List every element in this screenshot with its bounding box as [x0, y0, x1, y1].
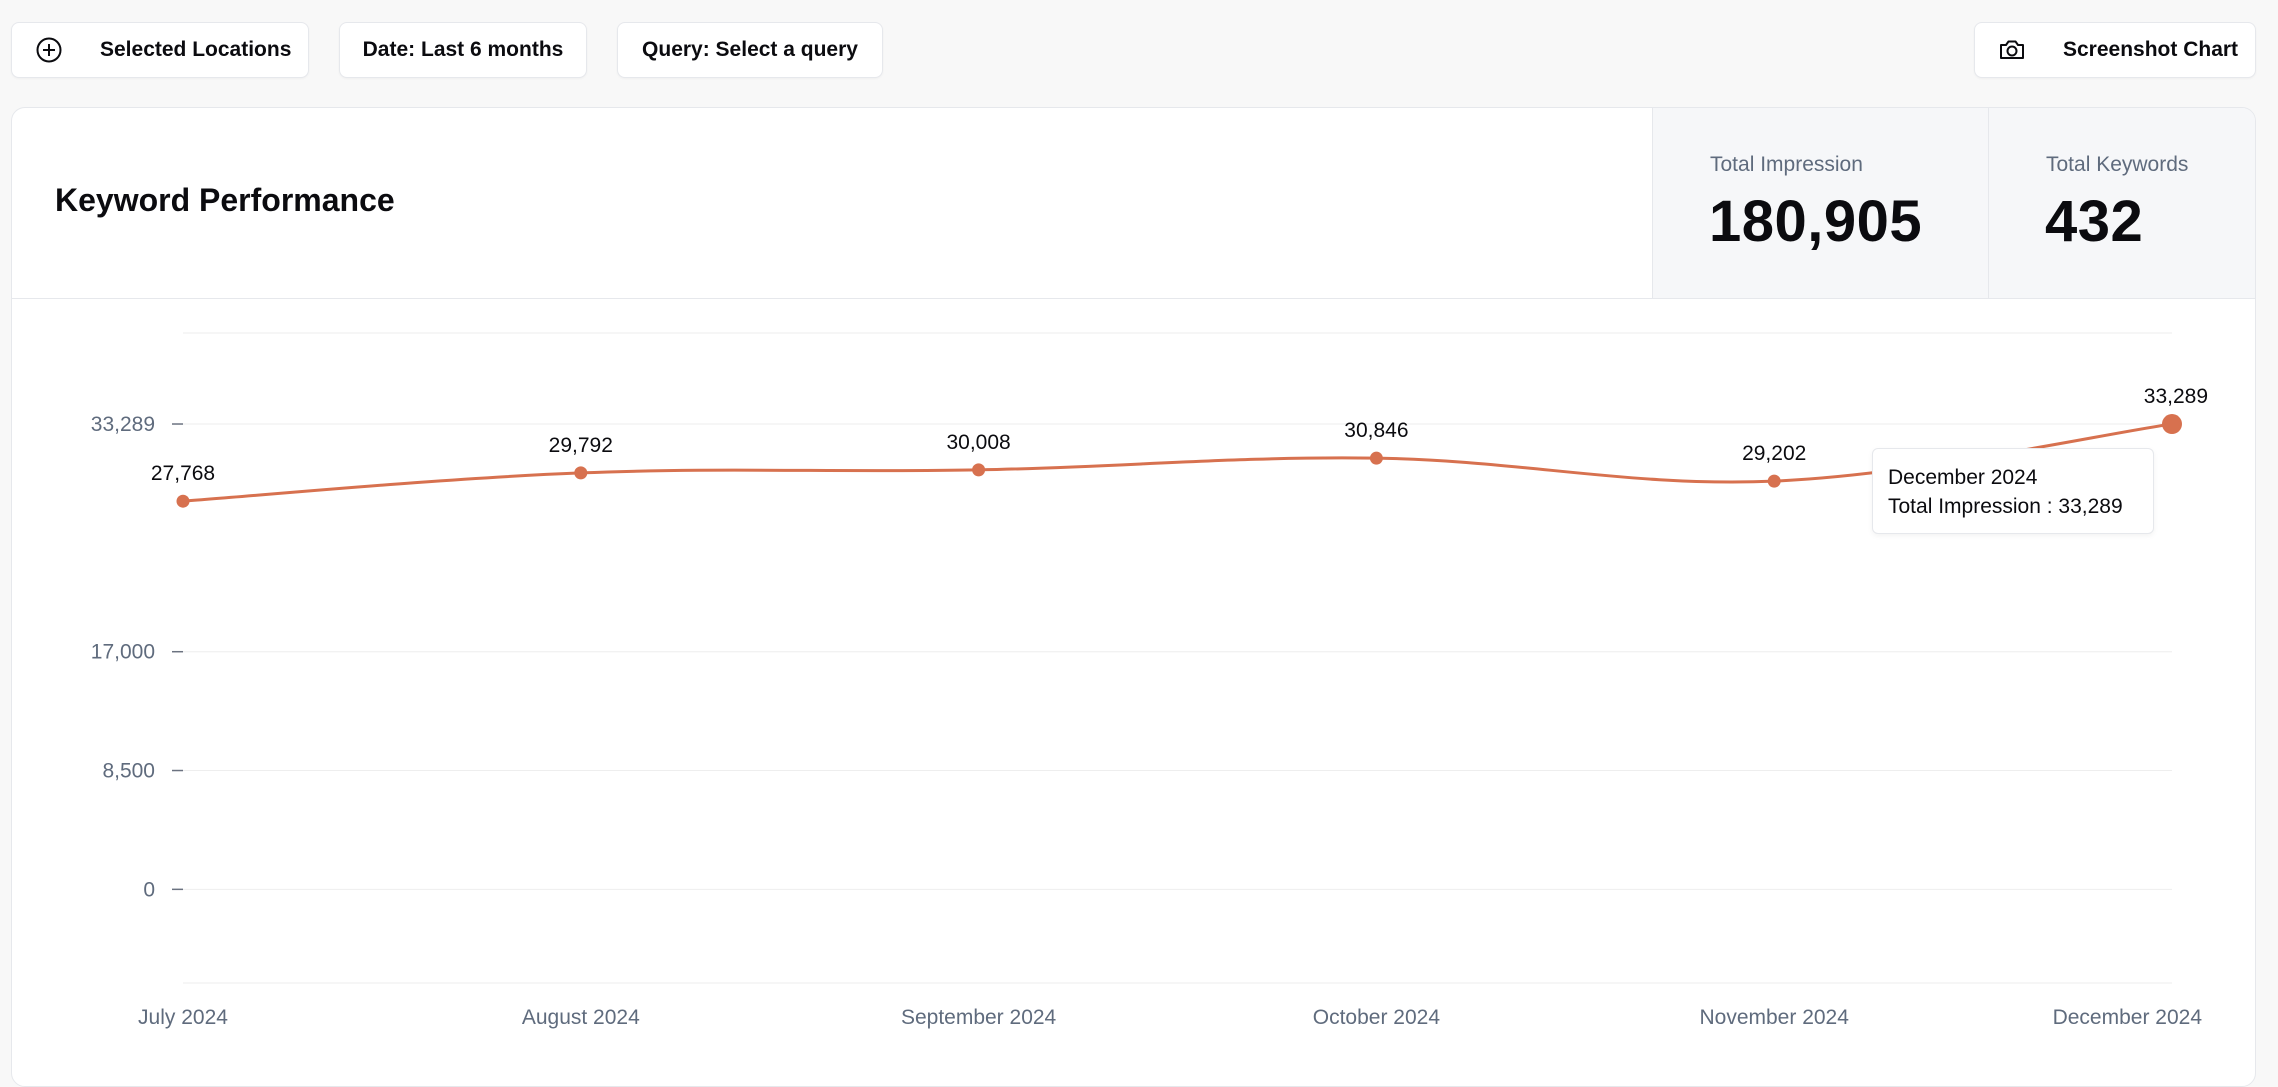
chart-tooltip: December 2024 Total Impression : 33,289	[1872, 448, 2154, 534]
data-label: 29,792	[549, 434, 613, 457]
tooltip-title: December 2024	[1888, 466, 2038, 489]
tooltip-value: 33,289	[2058, 495, 2123, 518]
data-label: 29,202	[1742, 442, 1806, 465]
total-impression-label: Total Impression	[1710, 153, 1863, 176]
plus-circle-icon	[34, 35, 64, 65]
data-label: 27,768	[151, 462, 215, 485]
card-title: Keyword Performance	[55, 182, 395, 218]
total-keywords-value: 432	[2045, 189, 2144, 254]
x-tick-label: September 2024	[901, 1006, 1057, 1029]
tooltip-value-row: Total Impression : 33,289	[1888, 495, 2123, 518]
total-keywords-label: Total Keywords	[2046, 153, 2189, 176]
total-impression-value: 180,905	[1709, 189, 1923, 254]
series-line	[182, 422, 2173, 503]
data-point	[1767, 474, 1781, 488]
query-select-label: Query: Select a query	[642, 38, 858, 61]
x-tick-label: November 2024	[1699, 1006, 1849, 1029]
data-point	[1369, 451, 1383, 465]
y-tick-label: 17,000	[91, 641, 155, 664]
total-impression-stat: Total Impression 180,905	[1652, 108, 1988, 298]
date-filter-label: Date: Last 6 months	[362, 38, 564, 61]
y-tick-label: 0	[143, 878, 155, 901]
selected-locations-button[interactable]: Selected Locations	[11, 22, 309, 78]
x-tick-label: December 2024	[2053, 1006, 2203, 1029]
data-label: 30,846	[1344, 419, 1408, 442]
query-select-button[interactable]: Query: Select a query	[617, 22, 883, 78]
data-label: 33,289	[2144, 385, 2208, 408]
total-keywords-stat: Total Keywords 432	[1988, 108, 2255, 298]
y-tick-label: 8,500	[102, 760, 155, 783]
card-header: Keyword Performance Total Impression 180…	[12, 108, 2255, 299]
keyword-performance-card: Keyword Performance Total Impression 180…	[11, 107, 2256, 1087]
camera-icon	[1997, 35, 2027, 65]
x-tick-label: August 2024	[522, 1006, 640, 1029]
data-point	[972, 463, 986, 477]
date-filter-button[interactable]: Date: Last 6 months	[339, 22, 587, 78]
data-label: 30,008	[946, 431, 1010, 454]
y-tick-label: 33,289	[91, 413, 155, 436]
data-point	[176, 494, 190, 508]
x-tick-label: October 2024	[1313, 1006, 1441, 1029]
selected-locations-label: Selected Locations	[100, 38, 292, 61]
screenshot-chart-button[interactable]: Screenshot Chart	[1974, 22, 2256, 78]
data-point	[574, 466, 588, 480]
tooltip-series-label: Total Impression	[1888, 495, 2041, 518]
screenshot-chart-label: Screenshot Chart	[2063, 38, 2239, 61]
x-tick-label: July 2024	[138, 1006, 228, 1029]
data-point-active	[2162, 414, 2182, 435]
